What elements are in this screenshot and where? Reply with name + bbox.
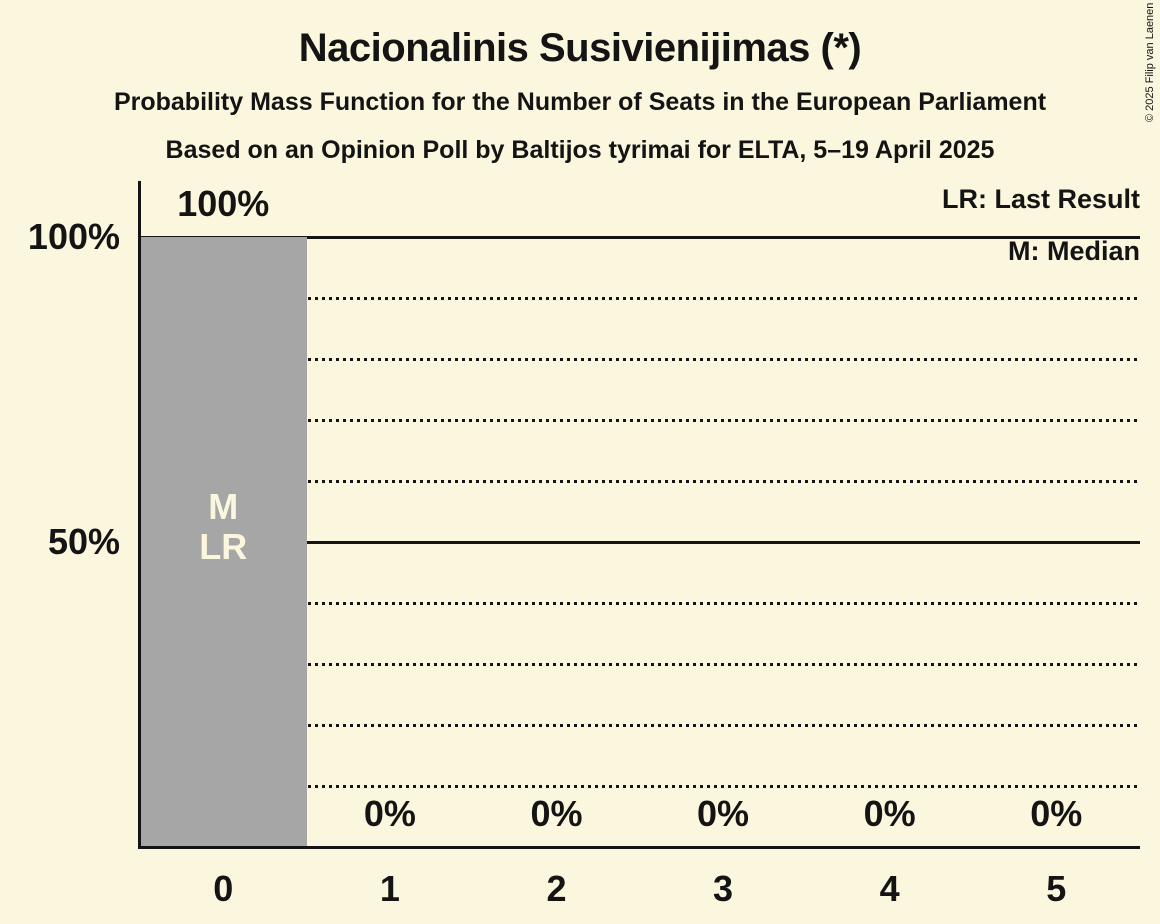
gridline-dotted-20 bbox=[140, 723, 1140, 727]
bar-value-label-1: 0% bbox=[363, 793, 416, 834]
bar-value-label-5: 0% bbox=[1030, 793, 1083, 834]
gridline-solid-100 bbox=[140, 235, 1140, 239]
x-tick-label-1: 1 bbox=[379, 868, 400, 909]
gridline-dotted-80 bbox=[140, 357, 1140, 361]
gridline-dotted-10 bbox=[140, 784, 1140, 788]
legend-median: M: Median bbox=[1008, 236, 1140, 266]
page-title: Nacionalinis Susivienijimas (*) bbox=[298, 26, 862, 70]
y-tick-label-50: 50% bbox=[47, 521, 120, 562]
bar-annotation-median-last-result: M LR bbox=[199, 486, 248, 567]
x-tick-label-3: 3 bbox=[713, 868, 734, 909]
gridline-dotted-70 bbox=[140, 418, 1140, 422]
gridline-dotted-40 bbox=[140, 601, 1140, 605]
chart-subtitle: Probability Mass Function for the Number… bbox=[113, 88, 1047, 116]
gridline-dotted-60 bbox=[140, 479, 1140, 483]
y-tick-label-100: 100% bbox=[27, 216, 120, 257]
x-tick-label-2: 2 bbox=[546, 868, 567, 909]
legend-last-result: LR: Last Result bbox=[941, 184, 1140, 214]
x-axis-line bbox=[137, 845, 1140, 849]
gridline-solid-50 bbox=[140, 540, 1140, 544]
y-axis-line bbox=[137, 181, 141, 849]
bar-value-label-0: 100% bbox=[177, 183, 270, 224]
gridline-dotted-90 bbox=[140, 296, 1140, 300]
chart-source-subtitle: Based on an Opinion Poll by Baltijos tyr… bbox=[165, 136, 995, 164]
x-tick-label-5: 5 bbox=[1046, 868, 1067, 909]
bar-value-label-3: 0% bbox=[697, 793, 750, 834]
bar-seats-0 bbox=[140, 237, 307, 847]
copyright-text: © 2025 Filip van Laenen bbox=[1144, 2, 1156, 122]
x-tick-label-4: 4 bbox=[879, 868, 900, 909]
gridline-dotted-30 bbox=[140, 662, 1140, 666]
bar-value-label-4: 0% bbox=[863, 793, 916, 834]
bar-value-label-2: 0% bbox=[530, 793, 583, 834]
x-tick-label-0: 0 bbox=[213, 868, 234, 909]
